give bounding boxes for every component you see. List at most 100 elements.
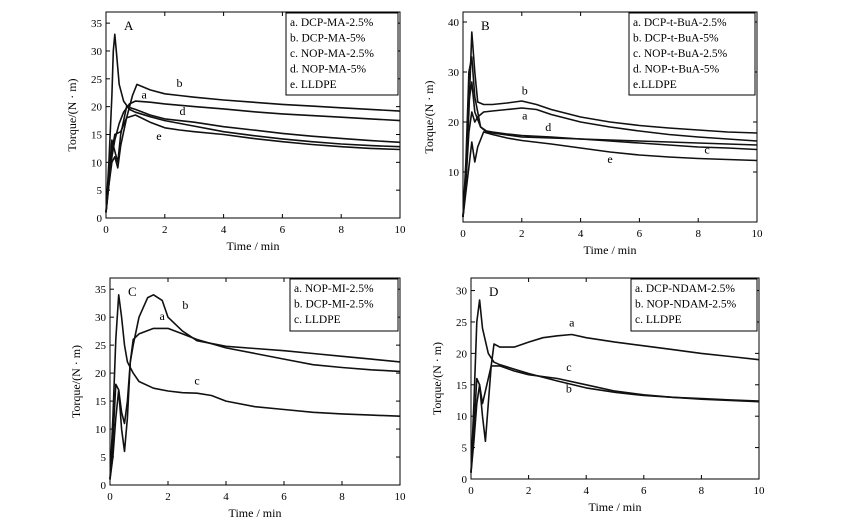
y-tick-label: 25 xyxy=(456,317,468,329)
legend-entry: b. DCP-MI-2.5% xyxy=(294,299,374,311)
x-axis-label: Time / min xyxy=(584,243,637,257)
x-tick-label: 4 xyxy=(578,228,584,240)
y-axis-label: Torque/(N · m) xyxy=(430,342,444,415)
legend-box xyxy=(628,12,756,96)
legend-entry: a. NOP-MI-2.5% xyxy=(294,283,374,295)
series-line-a xyxy=(109,327,401,480)
x-tick-label: 2 xyxy=(519,228,525,240)
y-tick-label: 25 xyxy=(91,74,103,86)
x-tick-label: 6 xyxy=(281,491,287,503)
curve-label-d: d xyxy=(179,104,185,118)
y-tick-label: 20 xyxy=(448,117,460,129)
x-axis-label: Time / min xyxy=(227,239,280,253)
y-tick-label: 30 xyxy=(91,46,103,58)
legend-entry: a. DCP-MA-2.5% xyxy=(290,17,374,29)
y-tick-label: 5 xyxy=(462,443,468,455)
y-tick-label: 10 xyxy=(456,411,468,423)
panel-label: A xyxy=(124,18,134,33)
x-tick-label: 2 xyxy=(162,224,168,236)
x-tick-label: 2 xyxy=(526,485,532,497)
y-tick-label: 0 xyxy=(101,480,107,492)
legend-entry: b. DCP-t-BuA-5% xyxy=(633,33,719,45)
y-tick-label: 30 xyxy=(456,286,468,298)
x-tick-label: 6 xyxy=(637,228,643,240)
y-tick-label: 20 xyxy=(95,368,107,380)
y-tick-label: 40 xyxy=(448,17,460,29)
legend-entry: e. LLDPE xyxy=(290,79,337,91)
curve-label-e: e xyxy=(156,129,161,143)
y-tick-label: 35 xyxy=(95,284,107,296)
curve-label-a: a xyxy=(160,309,166,323)
y-tick-label: 10 xyxy=(91,157,103,169)
x-tick-label: 0 xyxy=(103,224,109,236)
legend-entry: a. DCP-NDAM-2.5% xyxy=(635,283,735,295)
y-tick-label: 15 xyxy=(91,129,103,141)
y-tick-label: 0 xyxy=(462,474,468,486)
legend-entry: d. NOP-MA-5% xyxy=(290,64,366,76)
series-line-c xyxy=(462,81,758,218)
curve-label-b: b xyxy=(566,381,572,395)
y-tick-label: 15 xyxy=(95,396,107,408)
plot-frame xyxy=(105,11,401,219)
legend-entry: d. NOP-t-BuA-5% xyxy=(633,64,720,76)
y-tick-label: 25 xyxy=(95,340,107,352)
x-tick-label: 8 xyxy=(339,491,345,503)
plot-frame xyxy=(462,11,758,223)
legend-entry: c. NOP-MA-2.5% xyxy=(290,48,374,60)
x-tick-label: 10 xyxy=(395,491,407,503)
x-tick-label: 8 xyxy=(699,485,705,497)
x-tick-label: 8 xyxy=(695,228,701,240)
x-tick-label: 4 xyxy=(221,224,227,236)
x-tick-label: 6 xyxy=(280,224,286,236)
panel-label: D xyxy=(489,284,498,299)
series-line-c xyxy=(105,33,401,213)
y-tick-label: 20 xyxy=(91,102,103,114)
y-tick-label: 10 xyxy=(448,167,460,179)
x-tick-label: 10 xyxy=(752,228,764,240)
chart-panel-d: 0 2 4 6 8 10 0 5 10 15 20 25 30 Time / min Torque/(N ·… xyxy=(430,277,766,514)
series-line-a xyxy=(105,100,401,213)
y-tick-label: 30 xyxy=(95,312,107,324)
curve-label-c: c xyxy=(566,360,571,374)
x-axis-label: Time / min xyxy=(589,500,642,514)
legend-box xyxy=(285,12,399,96)
curve-label-c: c xyxy=(704,143,709,157)
series-line-c xyxy=(470,365,760,473)
x-tick-label: 10 xyxy=(395,224,407,236)
series-line-b xyxy=(109,293,401,480)
legend-entry: c. NOP-t-BuA-2.5% xyxy=(633,48,728,60)
y-tick-label: 30 xyxy=(448,67,460,79)
x-tick-label: 0 xyxy=(468,485,474,497)
curve-label-a: a xyxy=(522,109,528,123)
series-line-c xyxy=(109,293,401,480)
y-tick-label: 15 xyxy=(456,380,468,392)
x-tick-label: 4 xyxy=(223,491,229,503)
curve-label-a: a xyxy=(569,315,575,329)
curve-label-a: a xyxy=(142,87,148,101)
y-axis-label: Torque/(N · m) xyxy=(65,78,79,151)
curve-label-c: c xyxy=(194,373,199,387)
legend-box xyxy=(630,278,758,332)
legend-entry: c. LLDPE xyxy=(635,314,682,326)
legend-entry: b. DCP-MA-5% xyxy=(290,33,366,45)
curve-label-b: b xyxy=(177,76,183,90)
series-line-a xyxy=(470,333,760,473)
x-axis-label: Time / min xyxy=(229,506,282,520)
legend-entry: e.LLDPE xyxy=(633,79,677,91)
x-tick-label: 2 xyxy=(165,491,171,503)
panel-label: C xyxy=(128,284,137,299)
x-tick-label: 0 xyxy=(460,228,466,240)
series-line-a xyxy=(462,107,758,218)
x-tick-label: 4 xyxy=(583,485,589,497)
y-axis-label: Torque/(N · m) xyxy=(69,345,83,418)
series-line-e xyxy=(462,131,758,218)
curve-label-e: e xyxy=(607,152,612,166)
x-tick-label: 8 xyxy=(338,224,344,236)
series-line-b xyxy=(105,83,401,213)
curve-label-d: d xyxy=(545,120,551,134)
chart-panel-c: 0 2 4 6 8 10 0 5 10 15 20 25 30 35 Time / min Torque/(N… xyxy=(69,277,407,520)
x-tick-label: 10 xyxy=(754,485,766,497)
y-tick-label: 10 xyxy=(95,424,107,436)
series-line-d xyxy=(105,105,401,213)
chart-panel-b: 0 2 4 6 8 10 10 20 30 40 Time / min Torque/(N · m) B… xyxy=(422,11,764,257)
